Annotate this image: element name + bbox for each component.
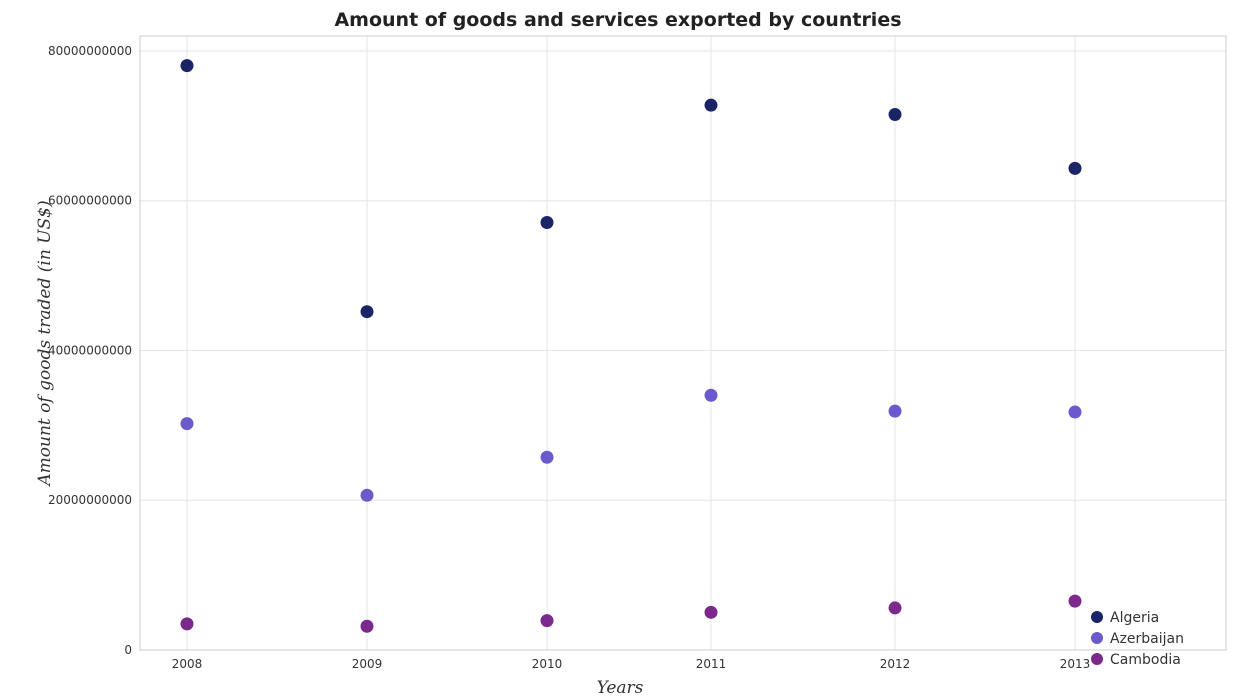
point-algeria-2009 — [360, 305, 374, 319]
x-tick-labels: 2008 2009 2010 2011 2012 2013 — [172, 657, 1091, 671]
point-algeria-2012 — [888, 107, 902, 121]
y-tick-label: 60000000000 — [48, 194, 132, 208]
x-tick-label: 2009 — [352, 657, 383, 671]
x-tick-label: 2011 — [696, 657, 727, 671]
chart-title: Amount of goods and services exported by… — [334, 9, 901, 31]
point-azerbaijan-2010 — [540, 450, 554, 464]
legend-label-algeria: Algeria — [1110, 610, 1159, 626]
point-cambodia-2009 — [360, 619, 374, 633]
y-tick-label: 0 — [124, 643, 132, 657]
x-tick-label: 2012 — [880, 657, 911, 671]
point-cambodia-2011 — [704, 605, 718, 619]
grid-lines — [140, 36, 1226, 651]
point-cambodia-2013 — [1068, 594, 1082, 608]
y-tick-label: 80000000000 — [48, 44, 132, 58]
point-azerbaijan-2012 — [888, 404, 902, 418]
y-tick-label: 20000000000 — [48, 493, 132, 507]
legend-label-azerbaijan: Azerbaijan — [1110, 631, 1184, 647]
legend-marker-algeria — [1091, 611, 1103, 623]
point-azerbaijan-2008 — [180, 417, 194, 431]
legend-label-cambodia: Cambodia — [1110, 652, 1181, 668]
legend: Algeria Azerbaijan Cambodia — [1091, 610, 1184, 668]
y-tick-label: 40000000000 — [48, 343, 132, 357]
point-azerbaijan-2009 — [360, 488, 374, 502]
point-cambodia-2012 — [888, 601, 902, 615]
y-tick-labels: 0 20000000000 40000000000 60000000000 800000… — [48, 44, 132, 657]
point-algeria-2013 — [1068, 161, 1082, 175]
point-azerbaijan-2011 — [704, 388, 718, 402]
legend-marker-cambodia — [1091, 653, 1103, 665]
legend-marker-azerbaijan — [1091, 632, 1103, 644]
x-tick-label: 2010 — [532, 657, 563, 671]
y-axis-label: Amount of goods traded (in US$) — [35, 200, 55, 487]
x-axis-label: Years — [597, 678, 644, 698]
point-algeria-2011 — [704, 98, 718, 112]
plot-area — [139, 35, 1227, 651]
data-points — [180, 59, 1082, 633]
x-tick-label: 2008 — [172, 657, 203, 671]
point-cambodia-2010 — [540, 614, 554, 628]
point-algeria-2010 — [540, 216, 554, 230]
point-cambodia-2008 — [180, 617, 194, 631]
point-algeria-2008 — [180, 59, 194, 73]
x-tick-label: 2013 — [1060, 657, 1091, 671]
point-azerbaijan-2013 — [1068, 405, 1082, 419]
